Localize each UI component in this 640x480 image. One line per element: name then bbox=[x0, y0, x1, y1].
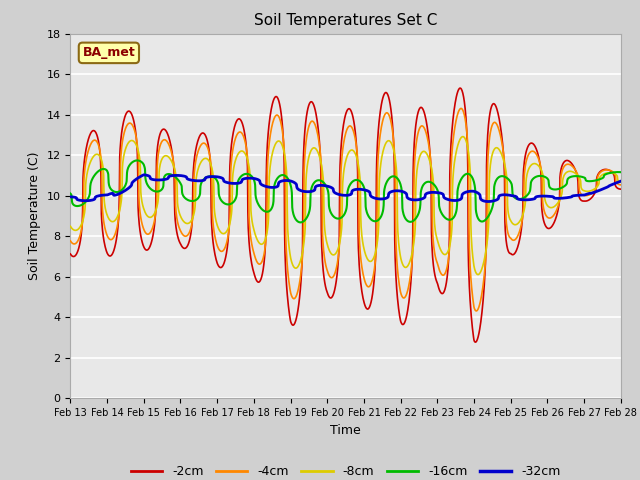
Title: Soil Temperatures Set C: Soil Temperatures Set C bbox=[254, 13, 437, 28]
Text: BA_met: BA_met bbox=[83, 47, 135, 60]
Legend: -2cm, -4cm, -8cm, -16cm, -32cm: -2cm, -4cm, -8cm, -16cm, -32cm bbox=[126, 460, 565, 480]
X-axis label: Time: Time bbox=[330, 424, 361, 437]
Y-axis label: Soil Temperature (C): Soil Temperature (C) bbox=[28, 152, 41, 280]
